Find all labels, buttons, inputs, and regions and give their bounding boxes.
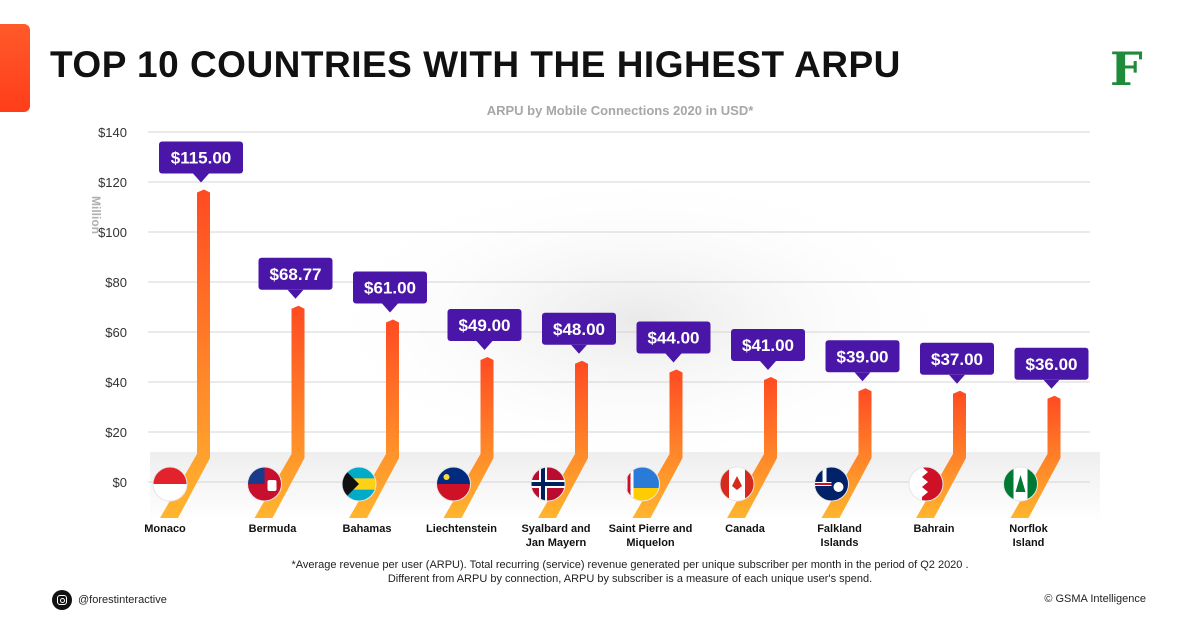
bermuda-flag-icon xyxy=(247,466,282,502)
data-label-bahrain: $37.00 xyxy=(920,342,994,384)
footnote: *Average revenue per user (ARPU). Total … xyxy=(0,558,1200,586)
data-label-bahamas: $61.00 xyxy=(353,271,427,313)
chart-title: ARPU by Mobile Connections 2020 in USD* xyxy=(486,103,754,118)
category-label: Bahrain xyxy=(914,523,955,535)
svalbard-flag-icon xyxy=(530,466,566,502)
y-tick-label: $80 xyxy=(105,275,127,290)
social-handle-text: @forestinteractive xyxy=(78,594,167,606)
bar-liechtenstein xyxy=(443,357,494,518)
svg-text:$36.00: $36.00 xyxy=(1026,355,1078,374)
y-tick-label: $40 xyxy=(105,375,127,390)
liechtenstein-flag-icon xyxy=(436,466,471,502)
svg-text:$61.00: $61.00 xyxy=(364,279,416,298)
social-handle[interactable]: @forestinteractive xyxy=(52,590,167,610)
bar-falkland-islands xyxy=(821,388,872,518)
bar-bahrain xyxy=(916,390,966,518)
category-label: Monaco xyxy=(144,523,186,535)
saint-pierre-flag-icon xyxy=(625,466,660,502)
svg-text:$49.00: $49.00 xyxy=(459,316,511,335)
y-tick-label: $140 xyxy=(98,125,127,140)
bahrain-flag-icon xyxy=(908,466,944,502)
category-label: Bermuda xyxy=(249,523,298,535)
svg-text:$44.00: $44.00 xyxy=(648,329,700,348)
page-title: TOP 10 COUNTRIES WITH THE HIGHEST ARPU xyxy=(50,44,901,85)
bar-saint-pierre-and-miquelon xyxy=(632,369,683,518)
data-label-liechtenstein: $49.00 xyxy=(447,309,522,350)
bahamas-flag-icon xyxy=(341,466,377,502)
data-label-norflok-island: $36.00 xyxy=(1014,347,1089,389)
category-label: Jan Mayern xyxy=(526,537,587,549)
svg-text:$39.00: $39.00 xyxy=(837,347,889,366)
category-label: Bahamas xyxy=(343,523,392,535)
world-map-background xyxy=(310,170,970,470)
y-tick-label: $120 xyxy=(98,175,127,190)
bar-monaco xyxy=(160,189,210,518)
bar-canada xyxy=(727,377,777,518)
falkland-flag-icon xyxy=(814,466,849,502)
svg-text:$115.00: $115.00 xyxy=(171,149,232,168)
source-credit: © GSMA Intelligence xyxy=(1044,593,1146,605)
svg-text:$41.00: $41.00 xyxy=(742,336,794,355)
svg-text:$37.00: $37.00 xyxy=(931,350,983,369)
svg-text:$68.77: $68.77 xyxy=(270,265,322,284)
bar-syalbard-and-jan-mayern xyxy=(538,360,588,518)
forest-logo: F xyxy=(1110,42,1143,96)
data-label-syalbard-and-jan-mayern: $48.00 xyxy=(542,312,616,354)
category-label: Island xyxy=(1013,537,1045,549)
norfolk-flag-icon xyxy=(1003,466,1038,502)
svg-text:$48.00: $48.00 xyxy=(553,320,605,339)
y-axis-label: Million xyxy=(89,196,103,234)
footnote-line-2: Different from ARPU by connection, ARPU … xyxy=(387,573,873,585)
category-label: Miquelon xyxy=(626,537,675,549)
y-tick-label: $100 xyxy=(98,225,127,240)
bar-norflok-island xyxy=(1010,395,1061,518)
category-label: Saint Pierre and xyxy=(609,523,693,535)
monaco-flag-icon xyxy=(152,466,188,502)
data-label-saint-pierre-and-miquelon: $44.00 xyxy=(636,321,711,363)
accent-bar xyxy=(0,24,30,112)
category-label: Canada xyxy=(725,523,766,535)
data-label-monaco: $115.00 xyxy=(159,141,243,183)
canada-flag-icon xyxy=(719,466,755,502)
category-label: Liechtenstein xyxy=(426,523,497,535)
data-label-falkland-islands: $39.00 xyxy=(825,340,900,382)
category-label: Islands xyxy=(821,537,859,549)
y-tick-label: $0 xyxy=(113,475,127,490)
category-label: Syalbard and xyxy=(521,523,590,535)
y-tick-label: $20 xyxy=(105,425,127,440)
category-label: Falkland xyxy=(817,523,862,535)
category-label: Norflok xyxy=(1009,523,1048,535)
bar-bahamas xyxy=(349,319,399,518)
bar-bermuda xyxy=(254,305,305,518)
data-label-canada: $41.00 xyxy=(731,329,805,370)
data-label-bermuda: $68.77 xyxy=(258,257,333,299)
y-tick-label: $60 xyxy=(105,325,127,340)
instagram-icon xyxy=(52,590,72,610)
footnote-line-1: *Average revenue per user (ARPU). Total … xyxy=(291,559,969,571)
